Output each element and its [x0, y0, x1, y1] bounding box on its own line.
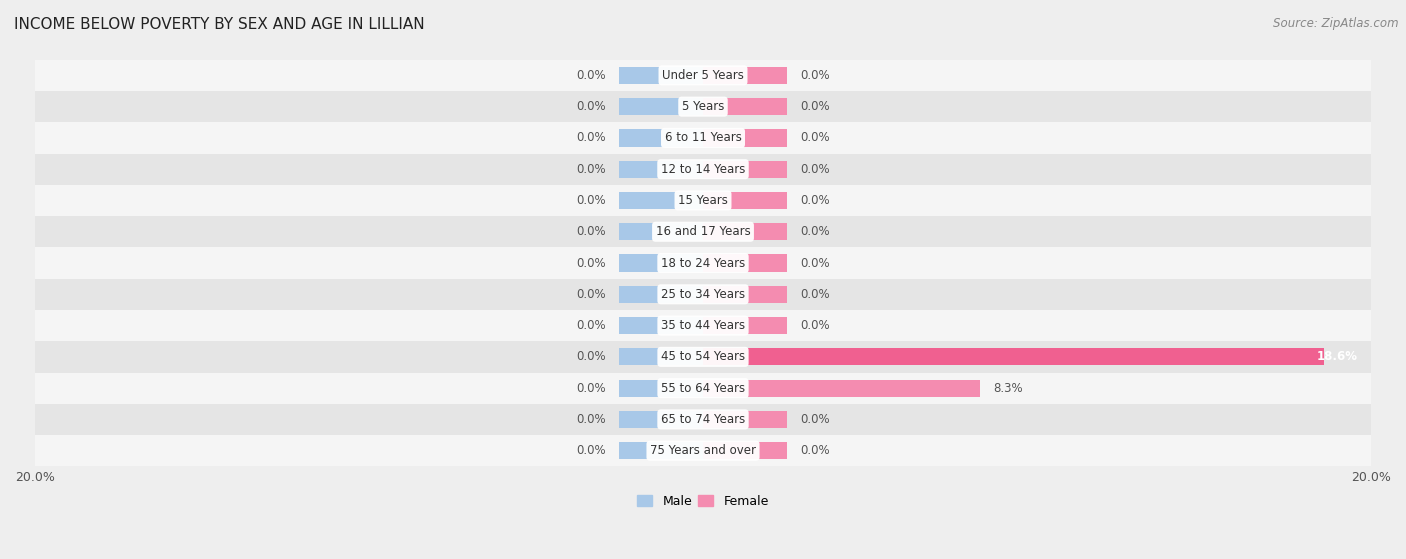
- Text: 0.0%: 0.0%: [800, 319, 830, 332]
- Text: 25 to 34 Years: 25 to 34 Years: [661, 288, 745, 301]
- Text: 0.0%: 0.0%: [576, 69, 606, 82]
- Bar: [703, 223, 786, 240]
- Text: 5 Years: 5 Years: [682, 100, 724, 113]
- Bar: [35, 60, 1371, 91]
- Text: INCOME BELOW POVERTY BY SEX AND AGE IN LILLIAN: INCOME BELOW POVERTY BY SEX AND AGE IN L…: [14, 17, 425, 32]
- Text: 8.3%: 8.3%: [994, 382, 1024, 395]
- Bar: [35, 279, 1371, 310]
- Bar: [620, 254, 703, 272]
- Bar: [703, 411, 786, 428]
- Bar: [703, 286, 786, 303]
- Text: 0.0%: 0.0%: [576, 100, 606, 113]
- Text: 65 to 74 Years: 65 to 74 Years: [661, 413, 745, 426]
- Bar: [620, 317, 703, 334]
- Bar: [35, 248, 1371, 279]
- Text: 15 Years: 15 Years: [678, 194, 728, 207]
- Text: 55 to 64 Years: 55 to 64 Years: [661, 382, 745, 395]
- Bar: [620, 348, 703, 366]
- Bar: [703, 98, 786, 115]
- Bar: [703, 160, 786, 178]
- Text: 0.0%: 0.0%: [576, 319, 606, 332]
- Bar: [703, 317, 786, 334]
- Bar: [35, 154, 1371, 185]
- Legend: Male, Female: Male, Female: [633, 490, 773, 513]
- Bar: [35, 185, 1371, 216]
- Bar: [35, 341, 1371, 372]
- Text: 18.6%: 18.6%: [1316, 350, 1358, 363]
- Text: 0.0%: 0.0%: [576, 288, 606, 301]
- Bar: [35, 435, 1371, 466]
- Text: 18 to 24 Years: 18 to 24 Years: [661, 257, 745, 269]
- Bar: [35, 404, 1371, 435]
- Text: 0.0%: 0.0%: [576, 194, 606, 207]
- Bar: [703, 192, 786, 209]
- Bar: [703, 442, 786, 459]
- Text: 0.0%: 0.0%: [576, 444, 606, 457]
- Text: 0.0%: 0.0%: [576, 225, 606, 238]
- Text: 0.0%: 0.0%: [800, 444, 830, 457]
- Text: 12 to 14 Years: 12 to 14 Years: [661, 163, 745, 176]
- Bar: [703, 348, 1324, 366]
- Text: 0.0%: 0.0%: [576, 257, 606, 269]
- Bar: [620, 223, 703, 240]
- Text: 0.0%: 0.0%: [576, 413, 606, 426]
- Bar: [620, 160, 703, 178]
- Text: 0.0%: 0.0%: [576, 350, 606, 363]
- Text: 0.0%: 0.0%: [800, 100, 830, 113]
- Text: 35 to 44 Years: 35 to 44 Years: [661, 319, 745, 332]
- Text: 0.0%: 0.0%: [576, 131, 606, 144]
- Text: 16 and 17 Years: 16 and 17 Years: [655, 225, 751, 238]
- Text: 0.0%: 0.0%: [800, 225, 830, 238]
- Bar: [620, 286, 703, 303]
- Bar: [35, 216, 1371, 248]
- Text: 0.0%: 0.0%: [576, 163, 606, 176]
- Bar: [35, 122, 1371, 154]
- Text: 45 to 54 Years: 45 to 54 Years: [661, 350, 745, 363]
- Text: 0.0%: 0.0%: [800, 413, 830, 426]
- Bar: [620, 192, 703, 209]
- Text: 6 to 11 Years: 6 to 11 Years: [665, 131, 741, 144]
- Bar: [35, 91, 1371, 122]
- Text: 0.0%: 0.0%: [800, 69, 830, 82]
- Bar: [703, 129, 786, 146]
- Bar: [620, 67, 703, 84]
- Bar: [620, 129, 703, 146]
- Text: Under 5 Years: Under 5 Years: [662, 69, 744, 82]
- Text: 0.0%: 0.0%: [800, 257, 830, 269]
- Bar: [703, 67, 786, 84]
- Text: Source: ZipAtlas.com: Source: ZipAtlas.com: [1274, 17, 1399, 30]
- Bar: [703, 254, 786, 272]
- Text: 0.0%: 0.0%: [800, 288, 830, 301]
- Text: 0.0%: 0.0%: [800, 194, 830, 207]
- Text: 75 Years and over: 75 Years and over: [650, 444, 756, 457]
- Bar: [35, 310, 1371, 341]
- Text: 0.0%: 0.0%: [576, 382, 606, 395]
- Bar: [620, 98, 703, 115]
- Bar: [35, 372, 1371, 404]
- Bar: [620, 411, 703, 428]
- Bar: [620, 442, 703, 459]
- Text: 0.0%: 0.0%: [800, 163, 830, 176]
- Text: 0.0%: 0.0%: [800, 131, 830, 144]
- Bar: [620, 380, 703, 397]
- Bar: [703, 380, 980, 397]
